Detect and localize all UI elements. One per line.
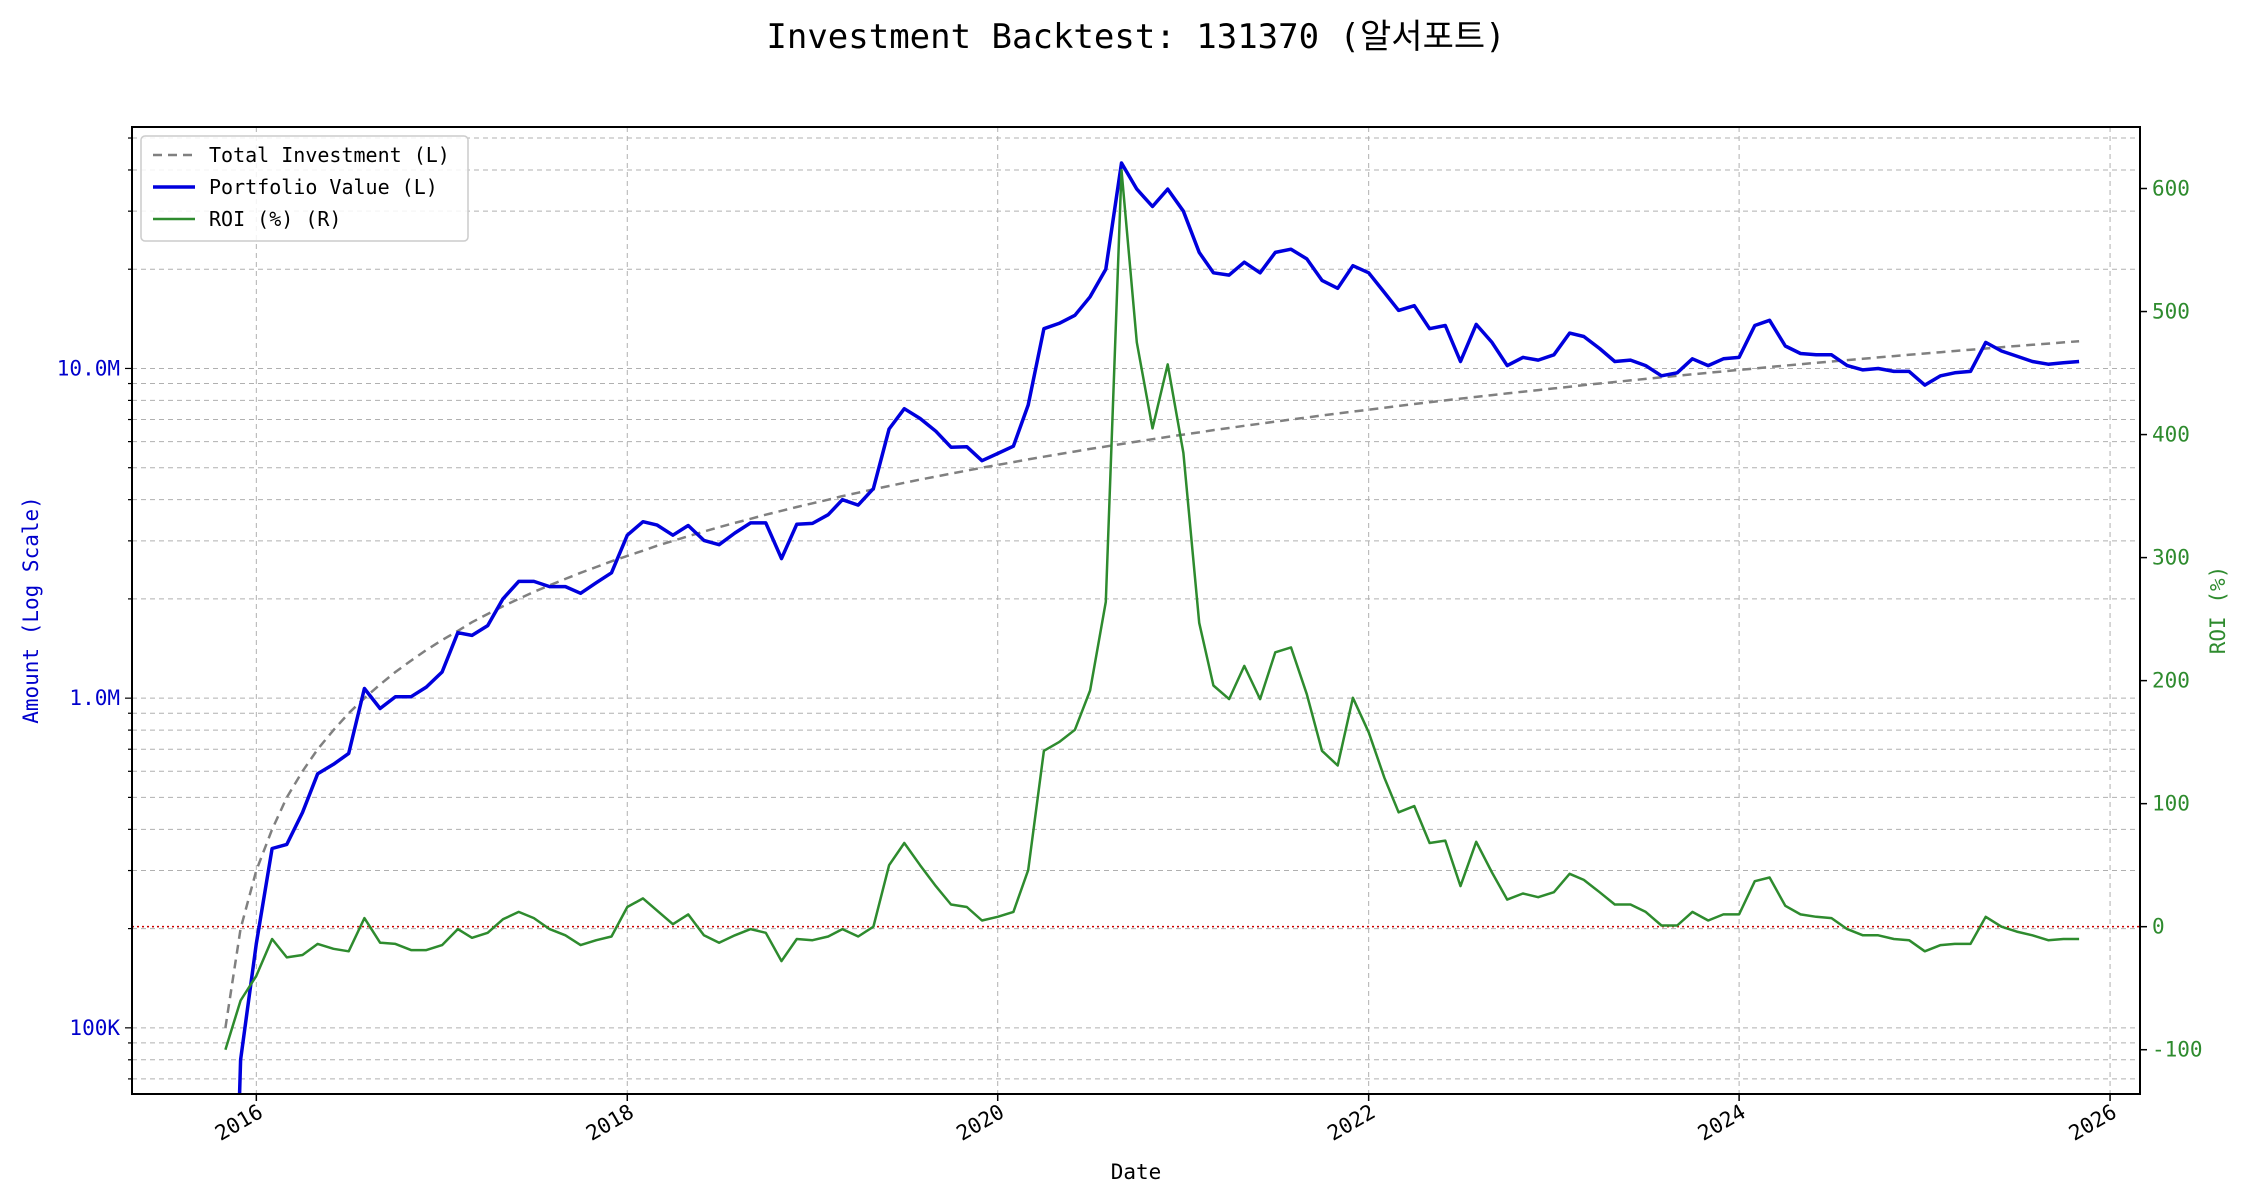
right-tick-label: -100 [2152,1038,2203,1062]
legend-item-portfolio-value: Portfolio Value (L) [153,175,438,199]
x-tick-label-2016: 2016 [211,1100,267,1146]
legend-label: ROI (%) (R) [209,207,341,231]
portfolio-value-line [237,161,2080,1094]
left-axis-label: Amount (Log Scale) [19,496,43,724]
legend-label: Portfolio Value (L) [209,175,438,199]
right-axis-ticks: -100 0 100 200 300 400 500 600 [2140,177,2203,1062]
x-tick-label-2018: 2018 [582,1100,638,1146]
left-axis-ticks: 100K 1.0M 10.0M [57,137,132,1080]
legend-label: Total Investment (L) [209,143,450,167]
right-tick-label: 300 [2152,546,2190,570]
legend-item-roi: ROI (%) (R) [153,207,341,231]
left-tick-label: 1.0M [69,686,120,710]
right-tick-label: 100 [2152,792,2190,816]
roi-line [224,168,2080,1051]
x-tick-label-2020: 2020 [952,1100,1008,1146]
left-tick-label: 100K [69,1016,120,1040]
chart-title: Investment Backtest: 131370 (알서포트) [766,17,1505,57]
legend-item-total-investment: Total Investment (L) [153,143,450,167]
x-axis-label: Date [1111,1160,1162,1184]
legend: Total Investment (L) Portfolio Value (L) R… [140,135,469,242]
x-tick-label-2026: 2026 [2065,1100,2121,1146]
right-tick-label: 0 [2152,915,2165,939]
right-tick-label: 500 [2152,300,2190,324]
x-tick-label-2024: 2024 [1694,1100,1750,1146]
right-tick-label: 400 [2152,423,2190,447]
right-tick-label: 600 [2152,177,2190,201]
legend-box [140,135,469,242]
right-tick-label: 200 [2152,669,2190,693]
x-axis-ticks: 2016 2018 2020 2022 2024 2026 [211,1094,2121,1146]
left-tick-label: 10.0M [57,356,120,380]
plot-frame [131,126,2141,1095]
x-tick-label-2022: 2022 [1323,1100,1379,1146]
total-investment-line [224,339,2080,1028]
series-layer [224,161,2080,1094]
right-axis-label: ROI (%) [2206,566,2230,655]
